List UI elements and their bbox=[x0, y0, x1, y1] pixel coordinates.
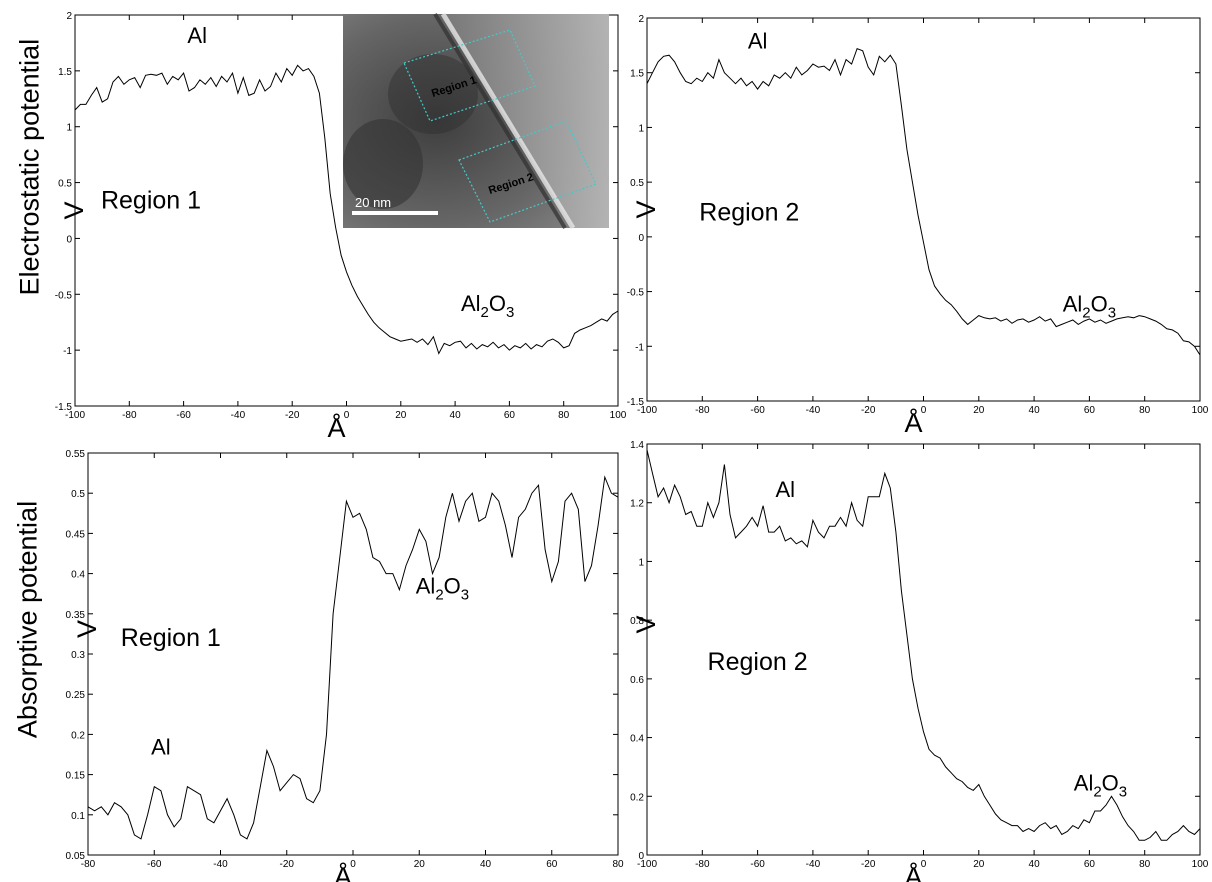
x-tick-label: 20 bbox=[395, 410, 407, 421]
al-annotation: Al bbox=[748, 29, 768, 54]
y-tick-label: 1 bbox=[638, 557, 644, 568]
y-tick-label: -0.5 bbox=[55, 290, 73, 301]
chart-panel-bottom-left: -80 -60 -40 -20 0 20 40 60 800.050.10.150.20.250… bbox=[66, 449, 624, 882]
al2o3-annotation: Al2O3 bbox=[416, 574, 469, 604]
row-label-electrostatic: Electrostatic potential bbox=[15, 56, 46, 296]
y-tick-label: 0.2 bbox=[630, 792, 644, 803]
scale-bar-label: 20 nm bbox=[355, 195, 391, 210]
y-tick-label: 2 bbox=[66, 11, 72, 22]
chart-panel-bottom-right: -100 -80 -60 -40 -20 0 20 40 60 80 100 0 0.2 0.4 0.6 0.… bbox=[630, 440, 1209, 882]
y-tick-label: -1.5 bbox=[55, 402, 73, 413]
x-tick-label: 60 bbox=[504, 410, 516, 421]
y-tick-label: -0.5 bbox=[627, 288, 645, 299]
plot-frame bbox=[88, 453, 618, 855]
y-axis-label: V bbox=[631, 615, 661, 633]
y-tick-label: -1.5 bbox=[627, 397, 645, 408]
y-tick-label: 0.5 bbox=[58, 179, 72, 190]
x-tick-label: -40 bbox=[806, 405, 821, 416]
al2o3-annotation: Al2O3 bbox=[1063, 291, 1116, 321]
x-tick-label: -40 bbox=[231, 410, 246, 421]
y-tick-label: 0.4 bbox=[630, 734, 644, 745]
region-annotation: Region 1 bbox=[101, 186, 201, 214]
x-tick-label: -60 bbox=[147, 859, 162, 870]
x-tick-label: 40 bbox=[450, 410, 462, 421]
x-tick-label: -60 bbox=[176, 410, 191, 421]
x-tick-label: 60 bbox=[1084, 859, 1096, 870]
region-annotation: Region 1 bbox=[121, 624, 221, 652]
y-tick-label: -1 bbox=[635, 342, 644, 353]
y-tick-label: 1.5 bbox=[630, 69, 644, 80]
x-tick-label: 20 bbox=[973, 405, 985, 416]
x-tick-label: -20 bbox=[280, 859, 295, 870]
y-tick-label: 0.6 bbox=[630, 675, 644, 686]
al2o3-annotation: Al2O3 bbox=[461, 291, 514, 321]
y-tick-label: 0.4 bbox=[71, 570, 85, 581]
x-tick-label: 100 bbox=[1192, 859, 1209, 870]
x-tick-label: -40 bbox=[806, 859, 821, 870]
y-tick-label: 0.2 bbox=[71, 730, 85, 741]
x-tick-label: -20 bbox=[861, 405, 876, 416]
al2o3-annotation: Al2O3 bbox=[1074, 770, 1127, 800]
y-tick-label: 0.3 bbox=[71, 650, 85, 661]
y-tick-label: 1.4 bbox=[630, 440, 644, 451]
x-tick-label: -80 bbox=[122, 410, 137, 421]
row-label-absorptive: Absorptive potential bbox=[13, 500, 44, 740]
x-tick-label: 100 bbox=[610, 410, 627, 421]
y-tick-label: 0.45 bbox=[66, 529, 86, 540]
y-tick-label: 0.1 bbox=[71, 811, 85, 822]
x-tick-label: 40 bbox=[480, 859, 492, 870]
al-annotation: Al bbox=[151, 735, 171, 760]
x-tick-label: 40 bbox=[1029, 859, 1041, 870]
x-axis-label: Å bbox=[904, 861, 922, 882]
y-tick-label: 0.05 bbox=[66, 851, 86, 862]
y-tick-label: 0.25 bbox=[66, 690, 86, 701]
y-tick-label: 2 bbox=[638, 14, 644, 25]
x-tick-label: 20 bbox=[973, 859, 985, 870]
y-tick-label: 1.2 bbox=[630, 499, 644, 510]
y-tick-label: 0.55 bbox=[66, 449, 86, 460]
y-tick-label: 0.5 bbox=[71, 489, 85, 500]
x-tick-label: 20 bbox=[414, 859, 426, 870]
x-tick-label: 40 bbox=[1029, 405, 1041, 416]
x-axis-label: Å bbox=[334, 861, 352, 882]
region-annotation: Region 2 bbox=[699, 198, 799, 226]
series-line bbox=[88, 477, 618, 839]
x-tick-label: 80 bbox=[1139, 859, 1151, 870]
al-annotation: Al bbox=[775, 477, 795, 502]
y-axis-label: V bbox=[631, 200, 661, 218]
x-tick-label: -20 bbox=[861, 859, 876, 870]
x-axis-label: Å bbox=[904, 407, 922, 438]
x-axis-label: Å bbox=[327, 412, 345, 443]
x-tick-label: -80 bbox=[695, 405, 710, 416]
x-tick-label: -60 bbox=[750, 859, 765, 870]
y-tick-label: -1 bbox=[63, 346, 72, 357]
region-annotation: Region 2 bbox=[708, 648, 808, 676]
y-tick-label: 0.5 bbox=[630, 178, 644, 189]
y-tick-label: 0.15 bbox=[66, 771, 86, 782]
x-tick-label: 100 bbox=[1192, 405, 1209, 416]
x-tick-label: 80 bbox=[1139, 405, 1151, 416]
x-tick-label: -80 bbox=[695, 859, 710, 870]
y-tick-label: 1 bbox=[638, 123, 644, 134]
x-tick-label: 80 bbox=[612, 859, 624, 870]
scale-bar bbox=[352, 211, 438, 215]
chart-panel-top-right: -100 -80 -60 -40 -20 0 20 40 60 80 100 -1.5 -1 -0.5 0 0… bbox=[627, 14, 1209, 438]
y-tick-label: 0 bbox=[638, 851, 644, 862]
y-tick-label: 0 bbox=[66, 234, 72, 245]
x-tick-label: -20 bbox=[285, 410, 300, 421]
y-axis-label: V bbox=[72, 620, 102, 638]
y-tick-label: 1 bbox=[66, 123, 72, 134]
x-tick-label: -60 bbox=[750, 405, 765, 416]
al-annotation: Al bbox=[187, 23, 207, 48]
x-tick-label: 80 bbox=[558, 410, 570, 421]
x-tick-label: 60 bbox=[546, 859, 558, 870]
y-tick-label: 0 bbox=[638, 233, 644, 244]
x-tick-label: -40 bbox=[213, 859, 228, 870]
y-tick-label: 0.35 bbox=[66, 610, 86, 621]
x-tick-label: 60 bbox=[1084, 405, 1096, 416]
y-axis-label: V bbox=[59, 201, 89, 219]
y-tick-label: 1.5 bbox=[58, 67, 72, 78]
